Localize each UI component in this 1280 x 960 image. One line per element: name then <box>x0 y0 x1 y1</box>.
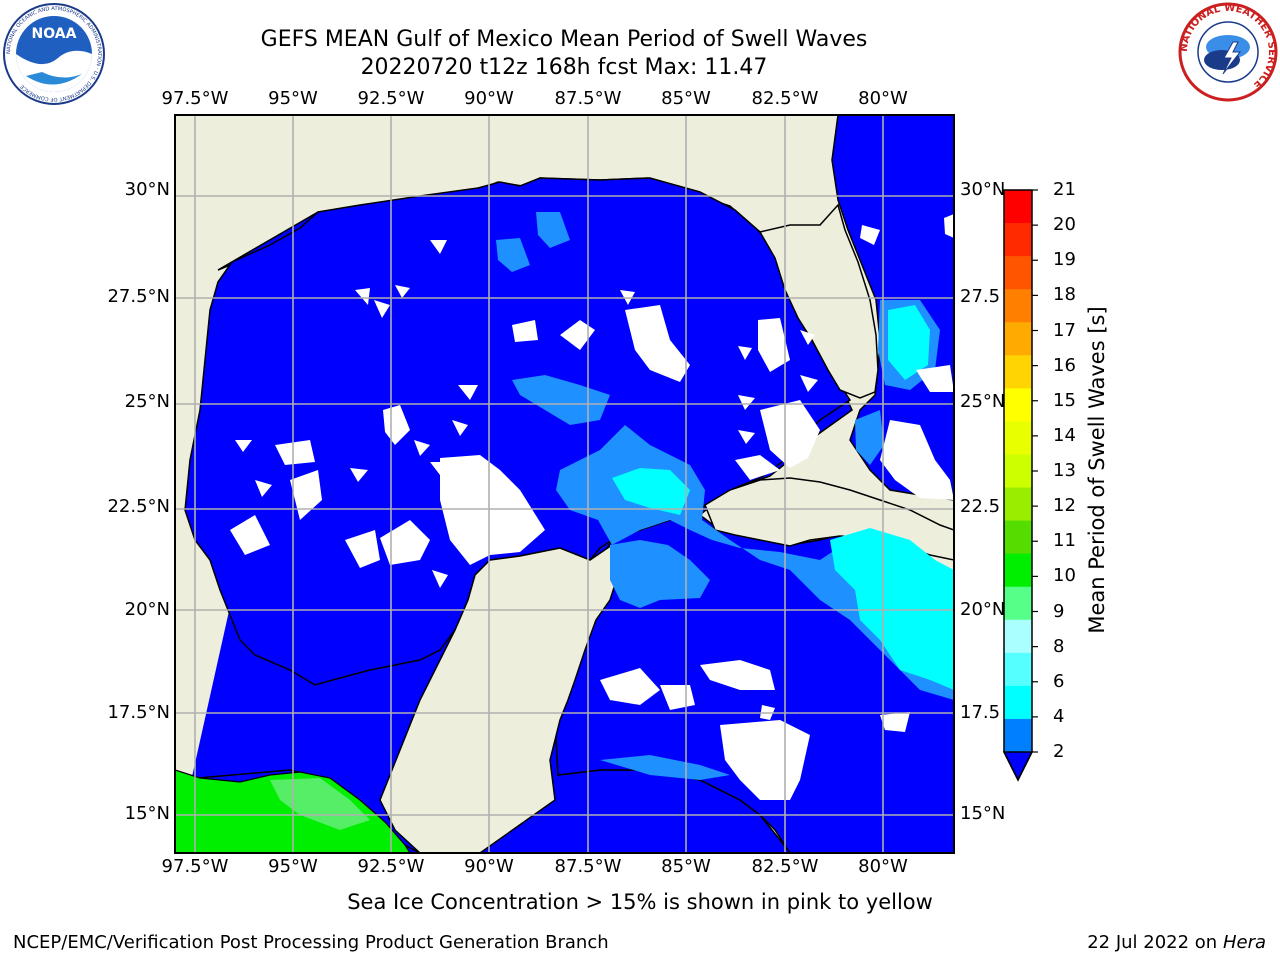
colorbar-tick-label: 9 <box>1053 600 1065 622</box>
swell-mid-patch-4 <box>536 212 570 248</box>
colorbar-tick-label: 16 <box>1053 354 1076 376</box>
colorbar-tick-label: 20 <box>1053 214 1076 236</box>
colorbar-tick-label: 18 <box>1053 284 1076 306</box>
lon-label-bottom: 97.5°W <box>161 856 229 877</box>
map-title: GEFS MEAN Gulf of Mexico Mean Period of … <box>260 27 868 52</box>
map-subtitle: 20220720 t12z 168h fcst Max: 11.47 <box>360 55 768 80</box>
swell-cyan-patch-2 <box>830 528 954 690</box>
colorbar-tick-label: 10 <box>1053 565 1076 587</box>
lat-label-right: 20°N <box>960 599 1006 620</box>
colorbar-segment <box>1004 553 1032 588</box>
lon-label-bottom: 90°W <box>464 856 514 877</box>
colorbar-tick-label: 2 <box>1053 741 1065 762</box>
swell-mid-patch-8 <box>600 755 730 780</box>
lon-label-bottom: 95°W <box>268 856 318 877</box>
swell-mid-patch-2 <box>610 540 710 608</box>
colorbar-segment <box>1004 289 1032 323</box>
swell-mid-patch-7 <box>855 410 884 465</box>
colorbar-segment <box>1004 388 1032 422</box>
colorbar-label: Mean Period of Swell Waves [s] <box>1085 306 1109 634</box>
lon-label-top: 92.5°W <box>357 88 425 109</box>
swell-mid-patch-5 <box>496 238 530 272</box>
footer-date-text: 22 Jul 2022 on <box>1087 932 1223 953</box>
lat-label-right: 27.5 <box>960 286 1001 307</box>
lon-label-bottom: 85°W <box>661 856 711 877</box>
colorbar-tick-label: 19 <box>1053 249 1076 271</box>
lon-label-bottom: 92.5°W <box>357 856 425 877</box>
swell-mid-patch-3 <box>512 375 610 425</box>
lat-label-left: 22.5°N <box>107 496 170 517</box>
colorbar-segment <box>1004 487 1032 522</box>
colorbar-segment <box>1004 454 1032 489</box>
noaa-logo-text: NOAA <box>32 26 77 42</box>
lat-label-left: 15°N <box>124 803 170 824</box>
swell-cyan-patch-3 <box>888 305 930 380</box>
lat-label-left: 25°N <box>124 391 170 412</box>
colorbar-tick-label: 4 <box>1053 705 1065 727</box>
colorbar-tick-label: 12 <box>1053 495 1076 517</box>
lat-label-left: 27.5°N <box>107 286 170 307</box>
lon-label-top: 87.5°W <box>554 88 622 109</box>
lat-label-right: 15°N <box>960 803 1006 824</box>
yucatan-land <box>379 543 619 853</box>
colorbar-segment <box>1004 586 1032 621</box>
colorbar-segment <box>1004 421 1032 455</box>
swell-cyan-patch-1 <box>612 468 690 515</box>
map-frame <box>174 114 955 854</box>
lat-label-left: 20°N <box>124 599 170 620</box>
lon-label-top: 85°W <box>661 88 711 109</box>
lat-label-right: 25°N <box>960 391 1006 412</box>
footer-credit: NCEP/EMC/Verification Post Processing Pr… <box>13 932 609 953</box>
colorbar-segment <box>1004 652 1032 687</box>
colorbar <box>1002 189 1038 782</box>
colorbar-tick-label: 8 <box>1053 635 1065 657</box>
lon-label-top: 80°W <box>858 88 908 109</box>
colorbar-frame <box>1003 189 1033 782</box>
nws-logo: NATIONAL WEATHER SERVICE <box>1178 2 1278 102</box>
colorbar-tick-label: 17 <box>1053 319 1076 341</box>
footer-date: 22 Jul 2022 on Hera <box>1087 932 1266 953</box>
pacific-lightgreen-patch <box>270 778 370 830</box>
florida-land <box>758 203 879 399</box>
colorbar-extend-arrow <box>1002 751 1034 782</box>
sea-ice-note: Sea Ice Concentration > 15% is shown in … <box>347 890 933 914</box>
lat-label-right: 17.5 <box>960 702 1001 723</box>
colorbar-segment <box>1004 322 1032 356</box>
map-gridlines <box>175 115 954 853</box>
colorbar-segment <box>1004 685 1032 720</box>
colorbar-tick-label: 21 <box>1053 179 1076 200</box>
lat-label-right: 30°N <box>960 179 1006 200</box>
colorbar-segment <box>1004 355 1032 389</box>
colorbar-segment <box>1004 190 1032 224</box>
colorbar-tick-label: 14 <box>1053 424 1076 446</box>
lon-label-top: 95°W <box>268 88 318 109</box>
no-data-patches <box>230 214 954 800</box>
lon-label-bottom: 87.5°W <box>554 856 622 877</box>
colorbar-tick-label: 6 <box>1053 670 1065 692</box>
lat-label-right: 22.5 <box>960 496 1001 517</box>
lon-label-top: 97.5°W <box>161 88 229 109</box>
colorbar-tick-label: 13 <box>1053 460 1076 481</box>
colorbar-tick-label: 11 <box>1053 530 1076 552</box>
lon-label-top: 90°W <box>464 88 514 109</box>
lat-label-left: 30°N <box>124 179 170 200</box>
lon-label-bottom: 80°W <box>858 856 908 877</box>
colorbar-segment <box>1004 520 1032 555</box>
colorbar-segment <box>1004 256 1032 290</box>
colorbar-tick-label: 15 <box>1053 389 1076 411</box>
lon-label-bottom: 82.5°W <box>751 856 819 877</box>
colorbar-segment <box>1004 718 1032 753</box>
lon-label-top: 82.5°W <box>751 88 819 109</box>
footer-host: Hera <box>1222 932 1266 953</box>
map-panel <box>175 115 954 853</box>
colorbar-segment <box>1004 619 1032 654</box>
colorbar-segment <box>1004 223 1032 257</box>
lat-label-left: 17.5°N <box>107 702 170 723</box>
noaa-logo: NOAA NATIONAL OCEANIC AND ATMOSPHERIC AD… <box>3 3 105 105</box>
